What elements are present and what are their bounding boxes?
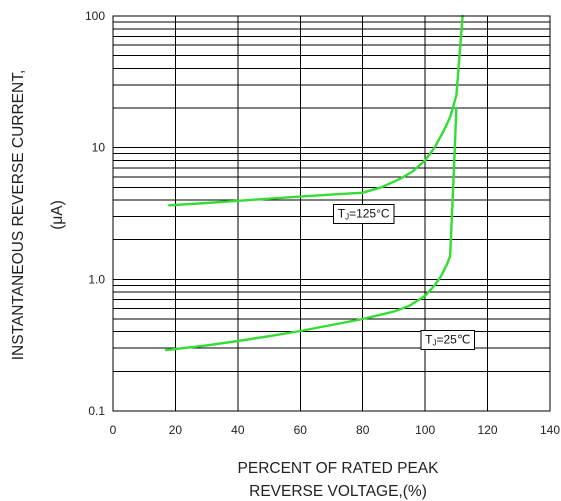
y-tick-labels: 0.1 1.0 10 100 — [85, 9, 105, 418]
y-tick-label: 0.1 — [88, 404, 105, 418]
y-axis-title-line-1: INSTANTANEOUS REVERSE CURRENT, — [10, 70, 27, 361]
x-axis-title-line-1: PERCENT OF RATED PEAK — [238, 460, 440, 477]
y-tick-label: 100 — [85, 9, 105, 23]
plot-frame — [112, 15, 551, 412]
annotation-rest: =25℃ — [436, 333, 470, 347]
y-tick-label: 1.0 — [88, 272, 105, 286]
annotation-main: T — [425, 333, 433, 347]
series-annotation-2: TJ=25℃ — [420, 330, 475, 351]
series-line-1 — [168, 14, 464, 207]
x-tick-label: 140 — [540, 423, 560, 437]
curves — [164, 14, 464, 352]
x-tick-label: 40 — [231, 423, 245, 437]
x-tick-label: 120 — [478, 423, 498, 437]
series-line-2 — [164, 106, 458, 352]
x-tick-labels: 0 20 40 60 80 100 120 140 — [110, 423, 561, 437]
y-axis-title-line-2: (μA) — [49, 200, 66, 230]
annotations: TJ=125°CTJ=25℃ — [333, 203, 475, 351]
annotation-label: TJ=125°C — [338, 206, 390, 221]
x-tick-label: 80 — [356, 423, 370, 437]
x-axis-title-line-2: REVERSE VOLTAGE,(%) — [249, 483, 427, 500]
grid — [113, 16, 550, 411]
annotation-box — [333, 203, 395, 224]
annotation-main: T — [338, 206, 346, 220]
annotation-box — [420, 330, 475, 351]
x-tick-label: 20 — [169, 423, 183, 437]
annotation-label: TJ=25℃ — [425, 333, 470, 348]
series-annotation-1: TJ=125°C — [333, 203, 395, 224]
annotation-sub: J — [345, 212, 349, 221]
x-tick-label: 0 — [110, 423, 117, 437]
x-tick-label: 100 — [415, 423, 435, 437]
y-tick-label: 10 — [92, 141, 106, 155]
annotation-rest: =125°C — [349, 206, 390, 220]
x-tick-label: 60 — [294, 423, 308, 437]
annotation-sub: J — [432, 339, 436, 348]
